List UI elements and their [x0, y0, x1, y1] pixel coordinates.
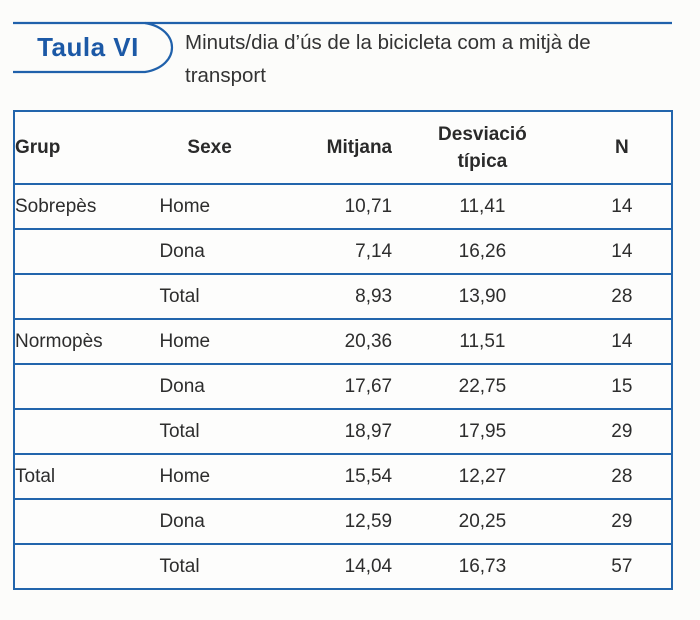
table-row: Dona 12,59 20,25 29 [14, 499, 672, 545]
cell-desviacio: 22,75 [392, 364, 573, 410]
cell-n: 15 [572, 364, 672, 410]
cell-n: 28 [572, 274, 672, 320]
cell-grup [14, 544, 159, 589]
cell-desviacio: 16,26 [392, 229, 573, 275]
table-row: Total 14,04 16,73 57 [14, 544, 672, 589]
table-header-row: Grup Sexe Mitjana Desviació típica N [14, 111, 672, 185]
cell-mitjana: 15,54 [259, 454, 393, 500]
cell-grup: Normopès [14, 319, 160, 365]
cell-grup [14, 499, 160, 545]
cell-mitjana: 12,59 [259, 499, 393, 545]
cell-n: 14 [572, 319, 672, 365]
cell-mitjana: 18,97 [259, 409, 393, 455]
cell-grup: Sobrepès [14, 184, 160, 230]
cell-mitjana: 8,93 [259, 274, 393, 320]
cell-grup [14, 274, 160, 320]
col-header-mitjana: Mitjana [259, 111, 393, 185]
cell-desviacio: 12,27 [392, 454, 573, 500]
cell-sexe: Home [159, 184, 260, 230]
table-row: Dona 17,67 22,75 15 [14, 364, 672, 410]
table-row: Sobrepès Home 10,71 11,41 14 [14, 184, 672, 230]
table-row: Total Home 15,54 12,27 28 [14, 454, 672, 500]
cell-desviacio: 11,51 [392, 319, 573, 365]
cell-sexe: Dona [159, 499, 260, 545]
cell-mitjana: 17,67 [259, 364, 393, 410]
cell-n: 14 [572, 229, 672, 275]
cell-sexe: Total [159, 274, 260, 320]
table-badge-label: Taula VI [37, 32, 139, 62]
cell-desviacio: 20,25 [392, 499, 573, 545]
badge-outline [13, 21, 173, 74]
cell-mitjana: 10,71 [259, 184, 393, 230]
table-row: Dona 7,14 16,26 14 [14, 229, 672, 275]
cell-sexe: Dona [159, 229, 260, 275]
cell-n: 28 [572, 454, 672, 500]
cell-desviacio: 16,73 [458, 555, 507, 577]
cell-desviacio: 17,95 [392, 409, 573, 455]
cell-sexe: Home [159, 454, 260, 500]
table-row: Total 8,93 13,90 28 [14, 274, 672, 320]
cell-grup: Total [14, 454, 160, 500]
table-header: Grup Sexe Mitjana Desviació típica N [14, 111, 672, 185]
table-row: Total 18,97 17,95 29 [14, 409, 672, 455]
col-header-n: N [572, 111, 672, 185]
cell-desviacio: 13,90 [392, 274, 573, 320]
cell-mitjana: 7,14 [259, 229, 393, 275]
cell-n: 29 [572, 409, 672, 455]
table-title: Minuts/dia d’ús de la bicicleta com a mi… [185, 31, 591, 87]
cell-grup [14, 229, 160, 275]
cell-sexe: Home [159, 319, 260, 365]
col-header-sexe: Sexe [159, 111, 260, 185]
table-row: Normopès Home 20,36 11,51 14 [14, 319, 672, 365]
cell-n: 29 [572, 499, 672, 545]
cell-n: 14 [572, 184, 672, 230]
cell-desviacio: 11,41 [392, 184, 573, 230]
cell-mitjana: 14,04 [344, 555, 393, 577]
table-body: Sobrepès Home 10,71 11,41 14 Dona 7,14 16,26 14 T… [14, 184, 672, 589]
col-header-desviacio-tipica: Desviació típica [392, 111, 573, 185]
col-header-grup: Grup [14, 111, 160, 185]
cell-grup [14, 409, 160, 455]
statistics-table: Grup Sexe Mitjana Desviació típica N Sob… [13, 110, 673, 590]
cell-sexe: Dona [159, 364, 260, 410]
cell-mitjana: 20,36 [259, 319, 393, 365]
cell-n: 57 [611, 555, 633, 577]
cell-sexe: Total [159, 555, 200, 577]
cell-grup [14, 364, 160, 410]
header-rule-graphic [13, 21, 672, 74]
cell-sexe: Total [159, 409, 260, 455]
